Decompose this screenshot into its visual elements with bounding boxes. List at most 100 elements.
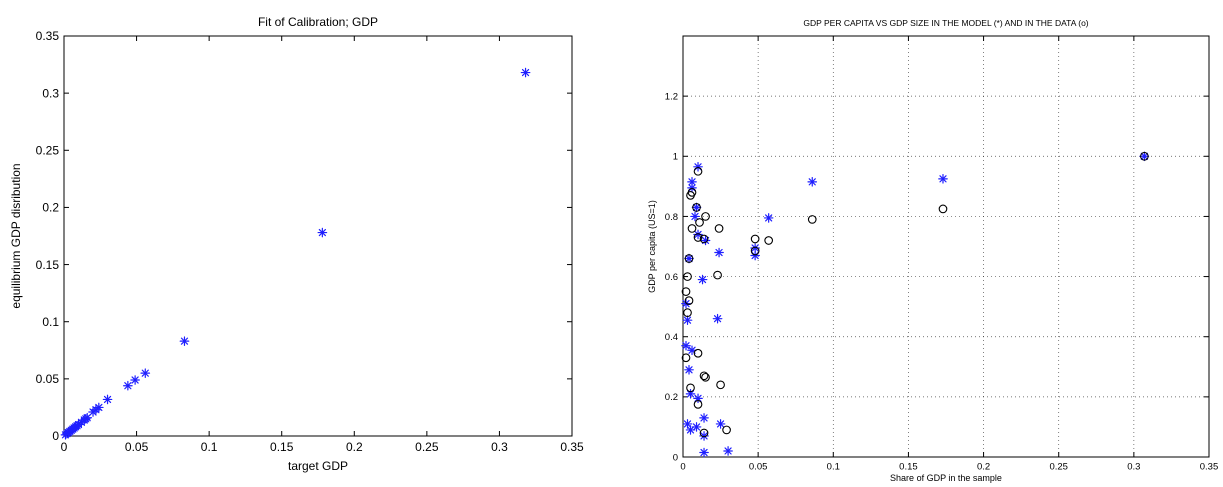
data-point-circle — [686, 191, 695, 200]
data-point-star — [685, 389, 696, 399]
y-tick-label: 0.25 — [36, 143, 60, 157]
data-point-star — [700, 235, 711, 246]
data-point-star — [682, 315, 693, 325]
gdp-per-capita-chart: 0 0.05 0.1 0.15 0.2 0.25 0.3 0.35 0 0.2 0.4 0.6 0.8 1… — [647, 18, 1218, 483]
data-point-star — [687, 183, 697, 193]
y-tick-label: 1 — [673, 152, 678, 163]
data-point-circle — [938, 204, 948, 214]
data-point-circle — [686, 383, 695, 393]
x-axis-label: target GDP — [288, 459, 348, 473]
plot-area-frame — [682, 35, 1210, 458]
plot-area-frame — [63, 35, 573, 437]
data-point-star — [693, 393, 703, 404]
data-point-circle — [750, 246, 760, 256]
x-tick-label: 0.25 — [415, 440, 439, 454]
data-point-star — [691, 202, 702, 213]
data-point-circle — [692, 203, 701, 212]
data-point-circle — [701, 212, 710, 221]
data-point-star — [520, 67, 531, 78]
data-point-circle — [699, 428, 709, 438]
data-point-circle — [684, 254, 694, 263]
data-point-circle — [693, 233, 703, 242]
y-tick-label: 0.6 — [665, 272, 678, 283]
data-point-circle — [713, 270, 722, 280]
x-tick-label: 0.35 — [560, 440, 584, 454]
data-point-circle — [695, 218, 704, 227]
data-point-circle — [716, 380, 725, 390]
data-point-star — [94, 402, 104, 413]
y-tick-label: 0.05 — [36, 372, 60, 386]
data-point-star — [714, 247, 724, 258]
y-tick-label: 0.35 — [36, 29, 60, 43]
data-point-circle — [681, 353, 691, 363]
data-point-star — [697, 274, 708, 285]
data-point-circle — [683, 272, 692, 281]
data-point-star — [317, 227, 328, 238]
data-point-circle — [750, 234, 760, 244]
x-axis-label: Share of GDP in the sample — [890, 473, 1002, 483]
chart-title: Fit of Calibration; GDP — [258, 15, 378, 29]
data-point-circle — [1140, 151, 1149, 161]
y-tick-label: 0 — [52, 429, 59, 443]
data-point-star — [699, 447, 709, 458]
y-tick-label: 0.15 — [36, 258, 60, 272]
data-point-circle — [764, 236, 774, 245]
chart-title: GDP PER CAPITA VS GDP SIZE IN THE MODEL … — [803, 18, 1088, 28]
data-point-star — [715, 419, 726, 429]
y-tick-label: 0.2 — [665, 392, 678, 403]
data-point-star — [140, 368, 151, 378]
y-axis-label: equilibrium GDP disribution — [9, 163, 23, 308]
data-point-circle — [693, 166, 703, 176]
data-point-star — [687, 177, 697, 187]
x-tick-label: 0.35 — [1200, 462, 1219, 473]
x-tick-label: 0.1 — [827, 462, 840, 473]
data-point-circle — [714, 224, 724, 233]
data-point-star — [723, 446, 733, 456]
x-tick-label: 0.05 — [125, 440, 149, 454]
data-point-circle — [684, 296, 694, 305]
x-tick-label: 0.25 — [1049, 462, 1068, 473]
data-point-circle — [807, 215, 817, 224]
data-point-star — [684, 364, 694, 375]
y-tick-label: 0.1 — [42, 315, 59, 329]
x-tick-label: 0.3 — [1127, 462, 1140, 473]
data-point-star — [1139, 151, 1150, 162]
calibration-fit-chart: 0 0.05 0.1 0.15 0.2 0.25 0.3 0.35 0 0.05 0.1 0.15 0.… — [9, 15, 584, 473]
data-point-circle — [699, 234, 709, 244]
data-point-circle — [699, 371, 709, 381]
data-point-star — [123, 380, 133, 391]
data-point-circle — [693, 348, 703, 358]
y-axis-label: GDP per capita (US=1) — [647, 200, 657, 293]
data-point-circle — [681, 287, 691, 296]
data-point-star — [699, 413, 709, 423]
x-tick-label: 0 — [61, 440, 68, 454]
y-tick-label: 0 — [673, 452, 678, 463]
data-point-star — [807, 177, 818, 187]
data-point-star — [684, 253, 694, 264]
x-tick-label: 0.2 — [977, 462, 990, 473]
y-tick-label: 0.3 — [42, 86, 59, 100]
data-point-star — [102, 394, 113, 405]
data-point-star — [712, 313, 723, 324]
data-point-star — [938, 174, 948, 184]
data-point-star — [690, 211, 700, 222]
x-tick-label: 0.15 — [270, 440, 294, 454]
y-tick-label: 0.2 — [42, 201, 59, 215]
data-point-star — [179, 336, 190, 346]
data-point-circle — [693, 400, 703, 409]
data-point-circle — [701, 372, 710, 382]
data-point-star — [130, 375, 140, 385]
x-tick-label: 0.2 — [346, 440, 363, 454]
data-point-circle — [683, 308, 692, 318]
data-point-circle — [722, 425, 731, 435]
data-point-circle — [687, 224, 697, 233]
y-tick-label: 1.2 — [665, 91, 678, 102]
x-tick-label: 0.15 — [899, 462, 918, 473]
data-point-star — [82, 412, 93, 423]
y-tick-label: 0.4 — [665, 332, 678, 343]
x-tick-label: 0 — [680, 462, 685, 473]
x-tick-label: 0.3 — [491, 440, 508, 454]
y-tick-label: 0.8 — [665, 212, 678, 223]
x-tick-label: 0.05 — [749, 462, 768, 473]
